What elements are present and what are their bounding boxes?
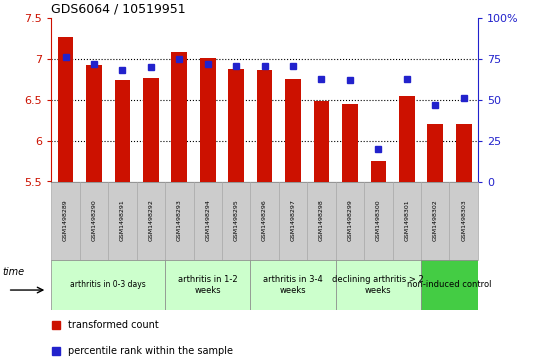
Bar (399, 96, 415, 182)
Bar (428, 123, 443, 182)
Bar (257, 70, 272, 182)
Bar (456, 123, 471, 182)
Text: time: time (3, 267, 25, 277)
Text: GSM1498297: GSM1498297 (291, 200, 295, 241)
Bar (137, 182, 165, 260)
Text: GSM1498290: GSM1498290 (91, 200, 97, 241)
Text: transformed count: transformed count (69, 320, 159, 330)
Bar (307, 182, 336, 260)
Bar (114, 80, 130, 182)
Text: GSM1498295: GSM1498295 (234, 200, 239, 241)
Text: GSM1498291: GSM1498291 (120, 200, 125, 241)
Bar (279, 182, 307, 260)
Bar (285, 79, 301, 182)
Bar (108, 182, 137, 260)
Text: GSM1498302: GSM1498302 (433, 200, 438, 241)
Text: percentile rank within the sample: percentile rank within the sample (69, 346, 233, 356)
Text: GSM1498296: GSM1498296 (262, 200, 267, 241)
Text: arthritis in 3-4
weeks: arthritis in 3-4 weeks (263, 275, 323, 295)
Bar (342, 104, 357, 182)
Bar (80, 182, 108, 260)
Bar (86, 65, 102, 182)
Bar (449, 182, 478, 260)
Bar (251, 182, 279, 260)
Bar (228, 69, 244, 182)
Text: GSM1498294: GSM1498294 (205, 200, 210, 241)
Bar (336, 182, 364, 260)
Text: arthritis in 0-3 days: arthritis in 0-3 days (70, 281, 146, 289)
Bar (143, 78, 159, 182)
Text: GDS6064 / 10519951: GDS6064 / 10519951 (51, 3, 186, 16)
Bar (172, 52, 187, 182)
Bar (51, 260, 165, 310)
Bar (58, 37, 73, 182)
Text: non-induced control: non-induced control (407, 281, 492, 289)
Text: GSM1498292: GSM1498292 (148, 200, 153, 241)
Bar (421, 182, 449, 260)
Bar (165, 260, 251, 310)
Text: GSM1498299: GSM1498299 (347, 200, 353, 241)
Text: GSM1498300: GSM1498300 (376, 200, 381, 241)
Bar (51, 182, 80, 260)
Bar (165, 182, 193, 260)
Bar (421, 260, 478, 310)
Bar (193, 182, 222, 260)
Bar (393, 182, 421, 260)
Bar (370, 161, 386, 182)
Bar (200, 58, 215, 182)
Bar (336, 260, 421, 310)
Bar (251, 260, 336, 310)
Text: declining arthritis > 2
weeks: declining arthritis > 2 weeks (333, 275, 424, 295)
Text: GSM1498293: GSM1498293 (177, 200, 182, 241)
Bar (364, 182, 393, 260)
Text: GSM1498298: GSM1498298 (319, 200, 324, 241)
Text: GSM1498289: GSM1498289 (63, 200, 68, 241)
Text: arthritis in 1-2
weeks: arthritis in 1-2 weeks (178, 275, 238, 295)
Bar (222, 182, 251, 260)
Bar (314, 101, 329, 182)
Text: GSM1498301: GSM1498301 (404, 200, 409, 241)
Text: GSM1498303: GSM1498303 (461, 200, 466, 241)
